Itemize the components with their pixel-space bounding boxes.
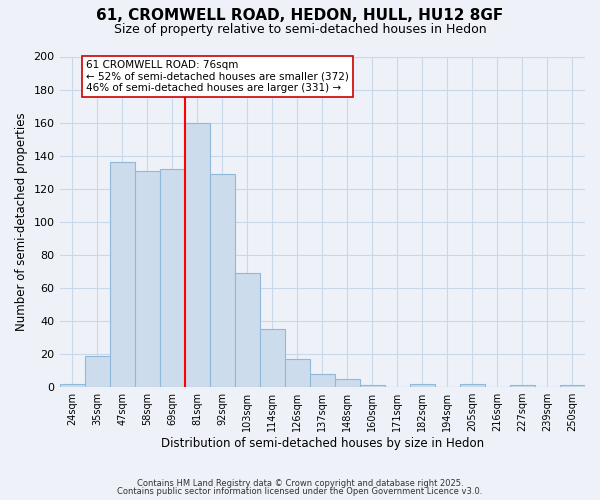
Bar bbox=[410, 384, 435, 387]
Bar bbox=[235, 273, 260, 387]
Bar bbox=[85, 356, 110, 387]
Text: Contains HM Land Registry data © Crown copyright and database right 2025.: Contains HM Land Registry data © Crown c… bbox=[137, 478, 463, 488]
Bar bbox=[510, 386, 535, 387]
Bar bbox=[185, 122, 209, 387]
Bar bbox=[285, 359, 310, 387]
Text: 61 CROMWELL ROAD: 76sqm
← 52% of semi-detached houses are smaller (372)
46% of s: 61 CROMWELL ROAD: 76sqm ← 52% of semi-de… bbox=[86, 60, 349, 93]
Text: 61, CROMWELL ROAD, HEDON, HULL, HU12 8GF: 61, CROMWELL ROAD, HEDON, HULL, HU12 8GF bbox=[97, 8, 503, 22]
Bar bbox=[560, 386, 585, 387]
Bar bbox=[310, 374, 335, 387]
Bar bbox=[59, 384, 85, 387]
Bar bbox=[260, 329, 285, 387]
Y-axis label: Number of semi-detached properties: Number of semi-detached properties bbox=[15, 112, 28, 331]
Bar bbox=[110, 162, 134, 387]
X-axis label: Distribution of semi-detached houses by size in Hedon: Distribution of semi-detached houses by … bbox=[161, 437, 484, 450]
Bar bbox=[209, 174, 235, 387]
Text: Size of property relative to semi-detached houses in Hedon: Size of property relative to semi-detach… bbox=[113, 22, 487, 36]
Text: Contains public sector information licensed under the Open Government Licence v3: Contains public sector information licen… bbox=[118, 487, 482, 496]
Bar bbox=[134, 170, 160, 387]
Bar bbox=[335, 379, 360, 387]
Bar bbox=[160, 169, 185, 387]
Bar bbox=[460, 384, 485, 387]
Bar bbox=[360, 386, 385, 387]
